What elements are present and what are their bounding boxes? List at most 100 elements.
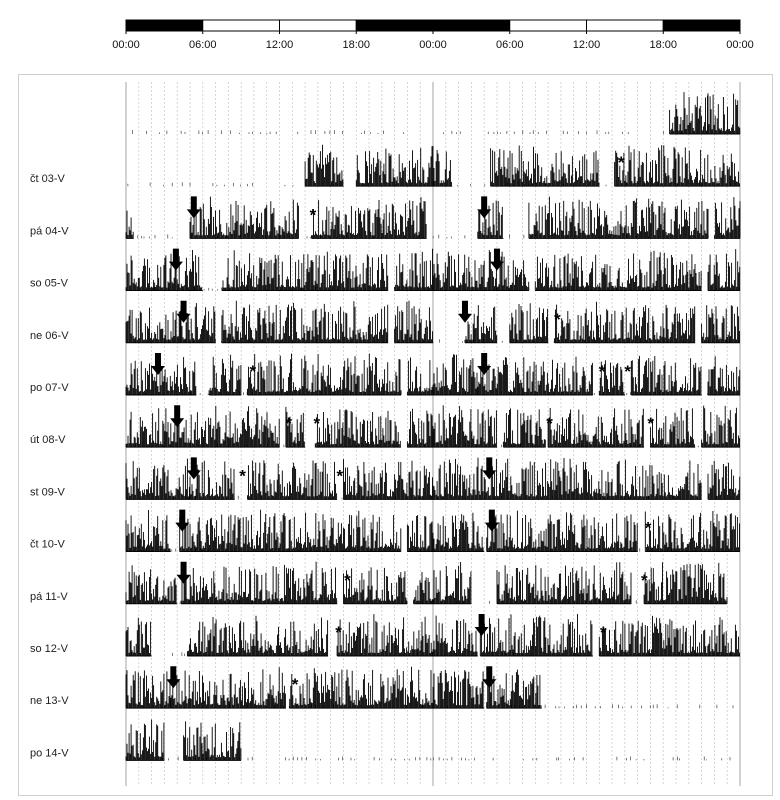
sleep-onset-arrow-left (150, 353, 165, 375)
actogram-row: čt 10-V * (30, 509, 740, 553)
day-label: po 14-V (30, 747, 69, 759)
activity-bout-right (486, 510, 638, 553)
activity-bout-right (701, 405, 740, 448)
day-label: út 08-V (30, 434, 66, 446)
tick-label: 12:00 (266, 39, 294, 51)
activity-bout-right (713, 197, 741, 239)
sleep-onset-arrow-right (482, 457, 497, 480)
asterisk-marker-left: * (285, 414, 292, 433)
activity-bout-right (483, 458, 702, 500)
activity-bout-right (432, 354, 478, 396)
sleep-onset-arrow-right (484, 509, 499, 532)
day-label: po 07-V (30, 382, 69, 394)
activity-bout-right (644, 511, 740, 553)
activity-bout-right (432, 457, 485, 500)
activity-bout-left (125, 360, 159, 396)
asterisk-marker-right: * (554, 310, 561, 329)
light-dark-segment-dark (125, 19, 204, 32)
asterisk-marker-right: * (546, 414, 553, 433)
day-label: pá 04-V (30, 225, 69, 237)
day-label: ne 06-V (30, 330, 69, 342)
activity-bout-left (247, 353, 402, 396)
sleep-onset-arrow-right (477, 353, 492, 375)
activity-bout-left (179, 509, 402, 553)
sleep-onset-arrow-right (474, 614, 489, 636)
activity-bout-left (406, 408, 434, 448)
asterisk-marker-right: * (647, 414, 654, 433)
activity-bout-right (630, 355, 702, 396)
activity-bout-left (221, 300, 389, 344)
activity-bout-right (509, 303, 549, 344)
actogram-row: po 07-V * * * (30, 353, 741, 396)
activity-bout-left (336, 614, 433, 657)
actogram-row: pá 04-V * (30, 196, 741, 239)
actogram-row: čt 03-V * (30, 144, 740, 187)
day-label: čt 03-V (30, 173, 66, 185)
activity-bout-left (314, 409, 401, 448)
light-dark-segment-dark (355, 19, 434, 32)
asterisk-marker-left: * (337, 466, 344, 485)
actogram-row: po 14-V (30, 719, 731, 761)
day-label: pá 11-V (30, 591, 68, 603)
activity-bout-left (186, 615, 329, 657)
activity-bout-left (157, 357, 197, 396)
asterisk-marker-right: * (645, 519, 652, 538)
baseline-activity (442, 704, 734, 709)
baseline-activity (126, 756, 432, 761)
day-label: so 12-V (30, 643, 69, 655)
light-dark-segment-light (202, 19, 280, 32)
day-label: st 09-V (30, 486, 66, 498)
activity-bout-left (208, 354, 242, 396)
activity-bout-right (477, 200, 504, 239)
activity-bout-right (554, 301, 696, 344)
activity-bout-left (221, 250, 389, 292)
activity-bout-left (125, 210, 134, 239)
activity-bout-right (650, 408, 696, 448)
activity-bout-right (614, 145, 677, 187)
actogram-row: pá 11-V * * (30, 561, 728, 605)
sleep-onset-arrow-left (186, 457, 201, 480)
day-label: so 05-V (30, 278, 69, 290)
asterisk-marker-left: * (313, 414, 320, 433)
sleep-onset-arrow-left (176, 561, 191, 584)
light-dark-segment-dark (432, 19, 511, 32)
tick-label: 18:00 (342, 39, 370, 51)
activity-bout-left (247, 460, 338, 500)
actogram-row: so 12-V * * (30, 614, 740, 657)
asterisk-marker-left: * (344, 571, 351, 590)
actogram-row: so 05-V (30, 248, 741, 292)
actogram-row: ne 06-V * (30, 300, 740, 344)
actogram-rows: čt 03-V * pá 04-V * so 05-V ne 06-V * po 07-V * *… (30, 92, 741, 761)
asterisk-marker-right: * (600, 623, 607, 642)
sleep-onset-arrow-left (170, 405, 185, 428)
activity-bout-right (707, 249, 741, 292)
activity-bout-right (432, 669, 485, 709)
activity-bout-left (125, 617, 152, 657)
baseline-activity (433, 756, 731, 761)
activity-bout-right (479, 614, 593, 657)
light-dark-segment-dark (662, 19, 741, 32)
tick-label: 00:00 (112, 39, 140, 51)
activity-bout-right (490, 145, 600, 187)
actogram-row: st 09-V * * (30, 457, 741, 500)
asterisk-marker-left: * (250, 362, 257, 381)
activity-bout-left (355, 146, 434, 187)
activity-bout-right (701, 305, 740, 344)
activity-bout-right (486, 669, 542, 709)
activity-bout-left (304, 144, 344, 187)
tick-label: 00:00 (726, 39, 754, 51)
actogram-row: ne 13-V * (30, 666, 734, 709)
activity-bout-left (125, 250, 203, 292)
sleep-onset-arrow-left (186, 196, 201, 219)
activity-bout-right (598, 360, 625, 396)
activity-bout-left (170, 667, 286, 709)
tick-label: 18:00 (649, 39, 677, 51)
activity-bout-left (311, 197, 427, 239)
asterisk-marker-left: * (239, 466, 246, 485)
sleep-onset-arrow-right (477, 196, 492, 219)
activity-bout-left (125, 719, 165, 761)
activity-bout-left (183, 721, 242, 761)
activity-bout-right (496, 251, 530, 292)
